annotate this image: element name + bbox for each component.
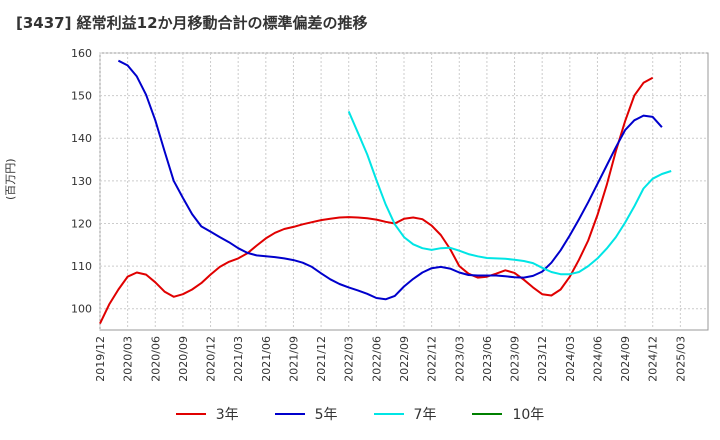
legend: 3年 5年 7年 10年	[0, 404, 720, 424]
y-tick-label: 120	[71, 217, 92, 230]
legend-swatch	[472, 413, 503, 415]
legend-item: 3年	[175, 404, 239, 424]
x-tick-label: 2023/03	[453, 336, 466, 382]
legend-label: 7年	[413, 407, 437, 423]
legend-label: 10年	[512, 407, 545, 423]
x-tick-label: 2021/12	[315, 336, 328, 382]
y-tick-label: 130	[71, 175, 92, 188]
x-tick-label: 2020/09	[177, 336, 190, 382]
x-tick-label: 2022/06	[370, 336, 383, 382]
x-tick-label: 2021/09	[287, 336, 300, 382]
x-tick-label: 2022/09	[398, 336, 411, 382]
x-tick-label: 2024/06	[591, 336, 604, 382]
legend-swatch	[373, 413, 404, 415]
series-line-7年	[347, 111, 672, 276]
y-tick-label: 100	[71, 303, 92, 316]
x-tick-label: 2021/06	[260, 336, 273, 382]
x-tick-label: 2024/12	[647, 336, 660, 382]
legend-item: 7年	[373, 404, 437, 424]
legend-label: 3年	[215, 407, 239, 423]
x-tick-label: 2019/12	[94, 336, 107, 382]
x-tick-label: 2020/06	[149, 336, 162, 382]
legend-item: 10年	[472, 404, 544, 424]
grid-lines	[99, 52, 708, 330]
legend-swatch	[274, 413, 305, 415]
y-tick-label: 140	[71, 132, 92, 145]
y-tick-label: 150	[71, 90, 92, 103]
x-tick-label: 2022/03	[343, 336, 356, 382]
x-tick-label: 2023/06	[481, 336, 494, 382]
x-tick-label: 2020/12	[205, 336, 218, 382]
series-lines	[99, 59, 672, 325]
chart-title: [3437] 経常利益12か月移動合計の標準偏差の推移	[16, 14, 368, 32]
y-tick-label: 110	[71, 260, 92, 273]
y-tick-labels: 100 110 120 130 140 150 160	[71, 47, 92, 316]
y-tick-label: 160	[71, 47, 92, 60]
x-tick-label: 2022/12	[426, 336, 439, 382]
x-tick-label: 2024/03	[564, 336, 577, 382]
x-tick-label: 2024/09	[619, 336, 632, 382]
series-line-5年	[117, 59, 663, 301]
x-tick-label: 2020/03	[122, 336, 135, 382]
legend-item: 5年	[274, 404, 338, 424]
series-line-3年	[99, 76, 654, 325]
legend-swatch	[175, 413, 206, 415]
x-tick-labels: 2019/12 2020/03 2020/06 2020/09 2020/12 2021/…	[94, 336, 687, 382]
x-tick-label: 2023/12	[536, 336, 549, 382]
x-tick-label: 2023/09	[509, 336, 522, 382]
x-tick-label: 2021/03	[232, 336, 245, 382]
legend-label: 5年	[314, 407, 338, 423]
x-tick-label: 2025/03	[674, 336, 687, 382]
